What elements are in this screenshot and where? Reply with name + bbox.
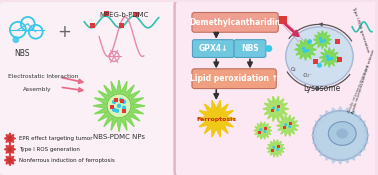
Polygon shape — [294, 39, 316, 60]
Circle shape — [265, 45, 272, 52]
FancyBboxPatch shape — [175, 0, 378, 175]
Circle shape — [272, 106, 275, 109]
Bar — [259, 131, 261, 134]
Circle shape — [119, 98, 123, 102]
Bar — [119, 23, 124, 28]
Bar — [277, 105, 280, 108]
Circle shape — [107, 94, 131, 118]
Circle shape — [307, 39, 312, 44]
Polygon shape — [5, 133, 15, 144]
Text: EPR effect targeting tumor: EPR effect targeting tumor — [19, 136, 92, 141]
Text: GPX4↓: GPX4↓ — [198, 44, 228, 53]
Circle shape — [306, 49, 309, 52]
Polygon shape — [254, 122, 272, 139]
Text: NBS-PDMC NPs: NBS-PDMC NPs — [93, 135, 145, 141]
Text: ·O₂⁻: ·O₂⁻ — [303, 73, 312, 78]
Circle shape — [115, 109, 119, 113]
FancyBboxPatch shape — [0, 2, 184, 175]
Bar — [271, 149, 274, 152]
Bar — [279, 16, 287, 24]
Text: Type I ROS generation: Type I ROS generation — [351, 6, 369, 54]
Text: +: + — [57, 23, 71, 41]
Text: Demethylcantharidin: Demethylcantharidin — [189, 18, 281, 27]
Text: Assembly: Assembly — [23, 87, 51, 92]
Ellipse shape — [286, 27, 353, 86]
Text: Nonferrous induction of ferroptosis: Nonferrous induction of ferroptosis — [19, 158, 115, 163]
Bar — [283, 126, 286, 129]
Bar — [264, 127, 267, 130]
Polygon shape — [313, 31, 332, 48]
Polygon shape — [5, 155, 15, 166]
Polygon shape — [5, 144, 15, 155]
Ellipse shape — [336, 129, 348, 138]
Circle shape — [319, 37, 322, 40]
Text: Electrostatic Interaction: Electrostatic Interaction — [8, 74, 78, 79]
Bar — [135, 12, 139, 17]
Circle shape — [317, 63, 322, 68]
Polygon shape — [93, 80, 145, 132]
Text: Type I ROS generation: Type I ROS generation — [19, 147, 80, 152]
Circle shape — [322, 39, 326, 42]
Circle shape — [263, 130, 266, 133]
Circle shape — [276, 148, 279, 151]
Circle shape — [276, 108, 279, 111]
Bar — [335, 39, 340, 44]
Circle shape — [8, 147, 12, 152]
Circle shape — [122, 106, 126, 110]
Ellipse shape — [328, 122, 356, 145]
Text: NBS: NBS — [14, 48, 29, 58]
Text: Lysosome: Lysosome — [303, 84, 340, 93]
FancyBboxPatch shape — [192, 69, 276, 89]
Text: Acidic microenvironment release: Acidic microenvironment release — [351, 48, 375, 114]
Ellipse shape — [313, 111, 367, 160]
Circle shape — [302, 47, 305, 50]
Bar — [120, 99, 124, 103]
Circle shape — [284, 123, 287, 126]
Bar — [110, 105, 114, 109]
Circle shape — [320, 40, 323, 43]
Polygon shape — [197, 100, 235, 137]
Text: Ferroptosis: Ferroptosis — [196, 117, 236, 122]
Text: MPEG-b-PDMC: MPEG-b-PDMC — [99, 12, 149, 18]
Circle shape — [8, 158, 12, 163]
Bar — [90, 23, 95, 28]
Bar — [277, 145, 280, 148]
Circle shape — [112, 108, 116, 112]
FancyBboxPatch shape — [234, 40, 266, 57]
Circle shape — [122, 100, 126, 104]
Circle shape — [8, 136, 12, 141]
Polygon shape — [319, 48, 339, 67]
Bar — [337, 57, 342, 62]
Bar — [289, 122, 292, 125]
Polygon shape — [311, 107, 369, 164]
Circle shape — [12, 36, 19, 43]
Circle shape — [288, 125, 291, 128]
Bar — [104, 11, 108, 16]
Bar — [271, 109, 274, 112]
Circle shape — [117, 104, 121, 108]
Text: Acidic microenvironment: Acidic microenvironment — [348, 65, 370, 114]
Bar — [313, 59, 318, 64]
Circle shape — [330, 57, 333, 60]
Circle shape — [112, 100, 116, 104]
Bar — [114, 98, 118, 102]
FancyBboxPatch shape — [192, 12, 278, 32]
Circle shape — [272, 146, 275, 149]
Circle shape — [325, 55, 329, 58]
Text: Lipid peroxidation ↑: Lipid peroxidation ↑ — [190, 74, 278, 83]
Circle shape — [327, 58, 330, 61]
Circle shape — [303, 50, 306, 53]
Circle shape — [259, 128, 262, 131]
Polygon shape — [277, 115, 299, 136]
Text: NBS: NBS — [241, 44, 259, 53]
FancyBboxPatch shape — [192, 40, 234, 57]
Bar — [122, 109, 126, 113]
Polygon shape — [267, 140, 285, 157]
Polygon shape — [263, 96, 289, 121]
Text: O₂: O₂ — [291, 67, 296, 72]
